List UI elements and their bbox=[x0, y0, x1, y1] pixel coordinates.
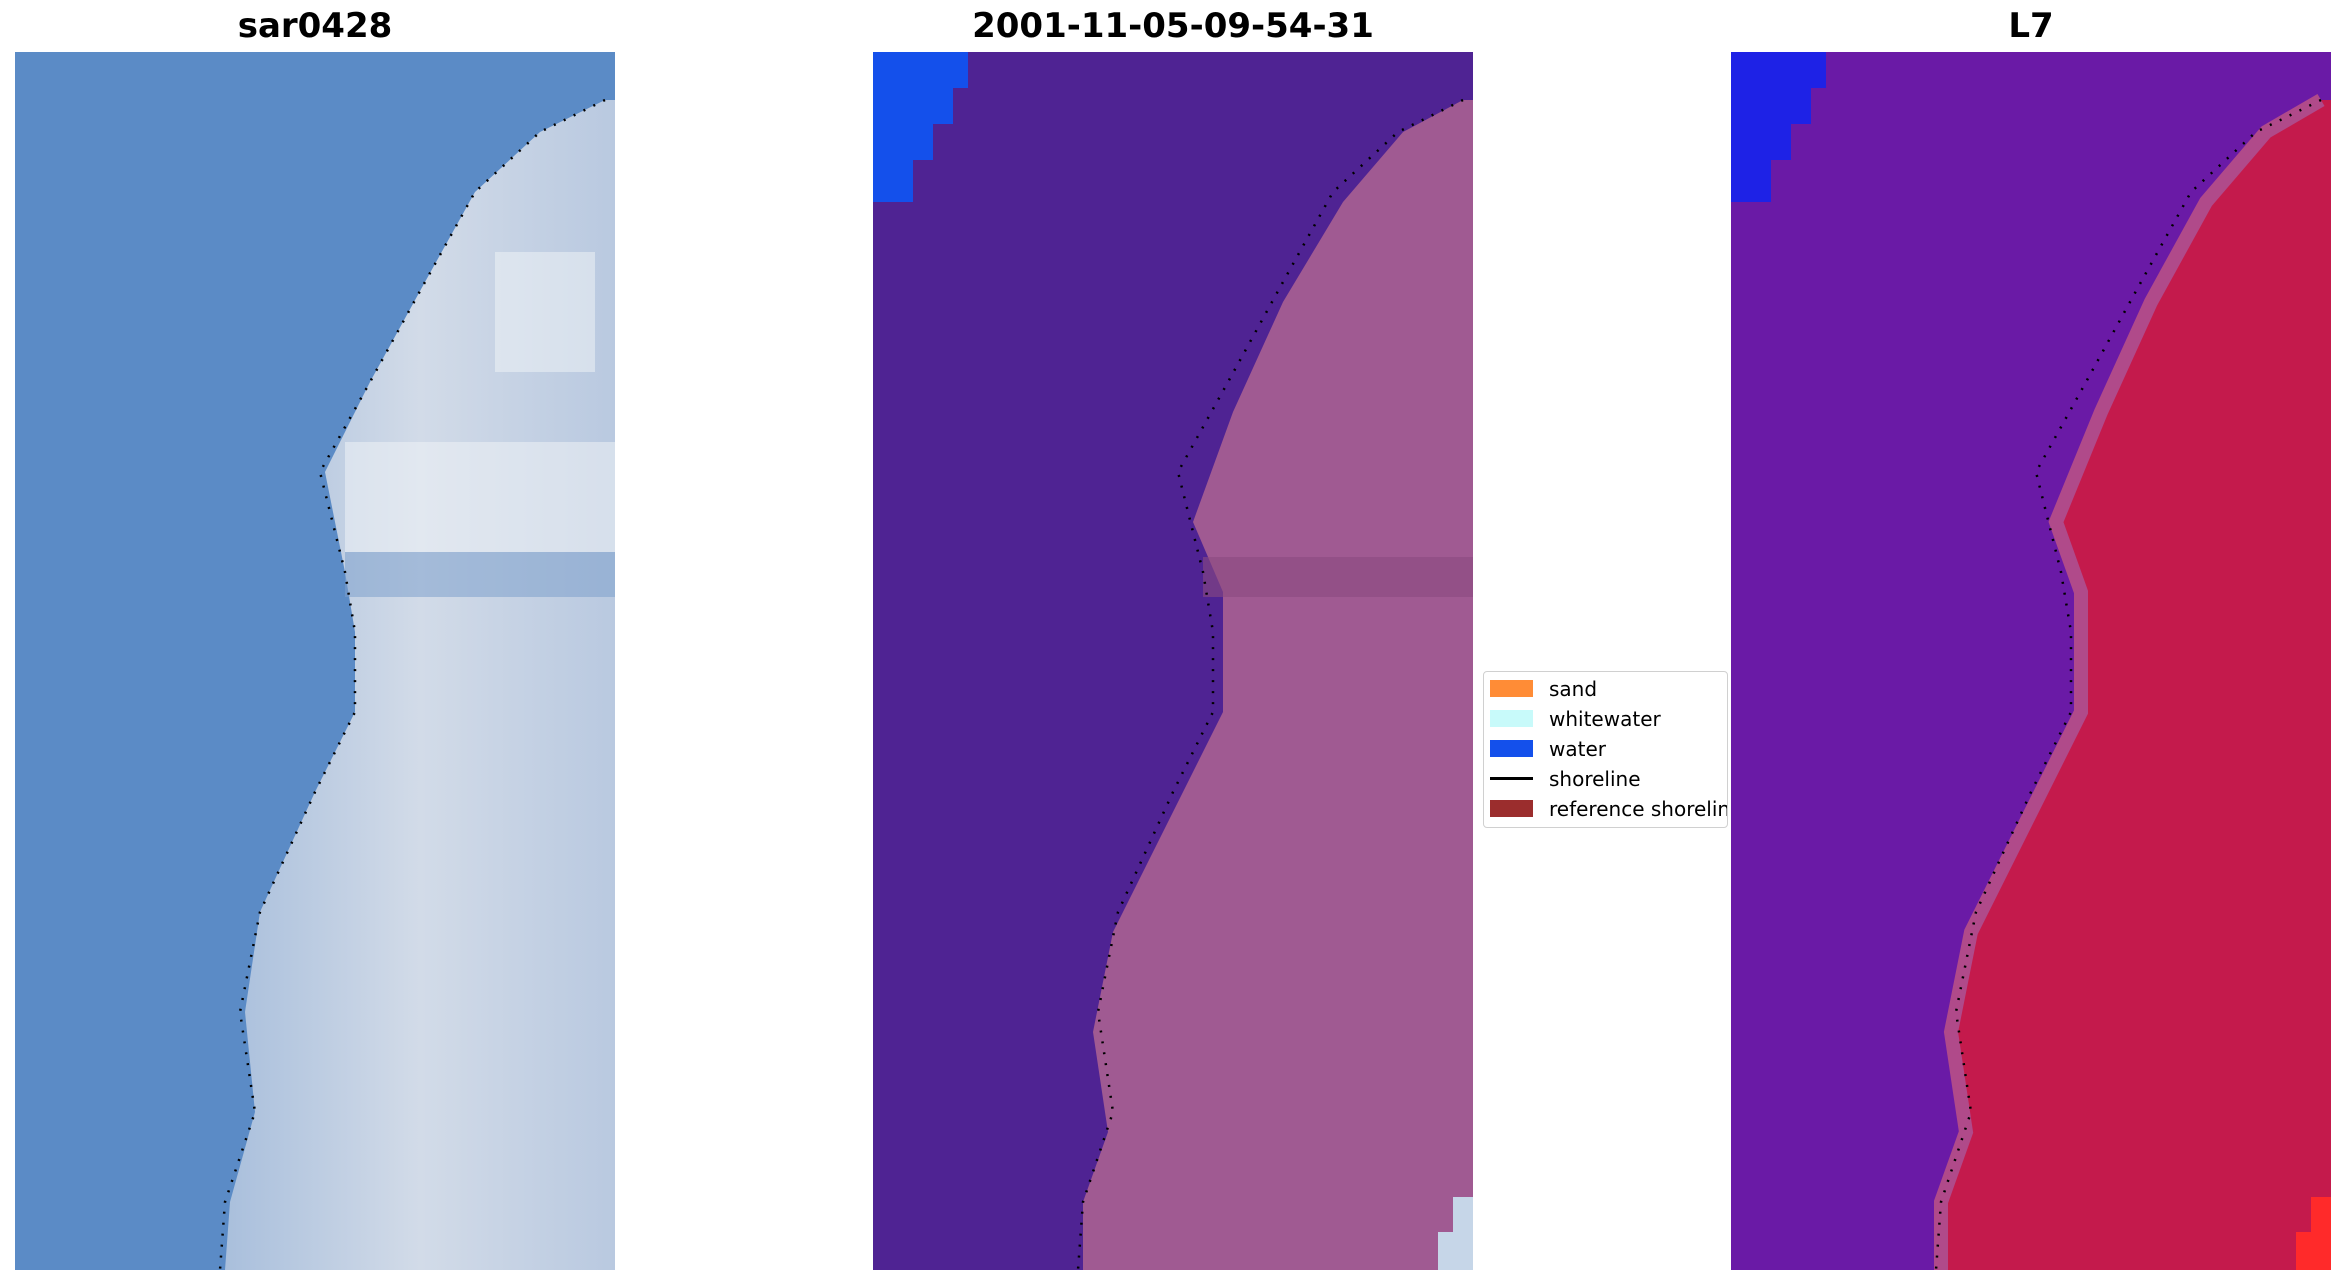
panel-title-rgb: sar0428 bbox=[237, 6, 393, 46]
legend-label-shoreline: shoreline bbox=[1549, 767, 1641, 791]
whitewater-swatch bbox=[1490, 710, 1533, 727]
classification-panel bbox=[873, 52, 1473, 1270]
false-color-panel bbox=[1731, 52, 2331, 1270]
classification-image bbox=[873, 52, 1473, 1270]
false-color-image bbox=[1731, 52, 2331, 1270]
reference-shoreline-swatch bbox=[1490, 800, 1533, 817]
panel-title-false-color: L7 bbox=[2008, 6, 2054, 46]
rgb-image bbox=[15, 52, 615, 1270]
legend: sand whitewater water shoreline referenc… bbox=[1483, 671, 1728, 828]
legend-label-reference-shoreline: reference shoreline bbox=[1549, 797, 1728, 821]
legend-item-water: water bbox=[1484, 735, 1727, 763]
legend-label-whitewater: whitewater bbox=[1549, 707, 1661, 731]
legend-item-shoreline: shoreline bbox=[1484, 765, 1727, 793]
false-land-region bbox=[1941, 100, 2331, 1270]
legend-item-reference-shoreline: reference shoreline bbox=[1484, 795, 1728, 823]
legend-item-sand: sand bbox=[1484, 675, 1727, 703]
water-swatch bbox=[1490, 740, 1533, 757]
legend-label-water: water bbox=[1549, 737, 1606, 761]
legend-label-sand: sand bbox=[1549, 677, 1598, 701]
shoreline-line bbox=[1490, 777, 1533, 780]
sand-swatch bbox=[1490, 680, 1533, 697]
class-land-region bbox=[1083, 100, 1473, 1270]
class-water-patch bbox=[873, 52, 968, 202]
rgb-image-panel bbox=[15, 52, 615, 1270]
rgb-land-region bbox=[225, 100, 615, 1270]
panel-title-classification: 2001-11-05-09-54-31 bbox=[972, 6, 1374, 46]
legend-item-whitewater: whitewater bbox=[1484, 705, 1727, 733]
